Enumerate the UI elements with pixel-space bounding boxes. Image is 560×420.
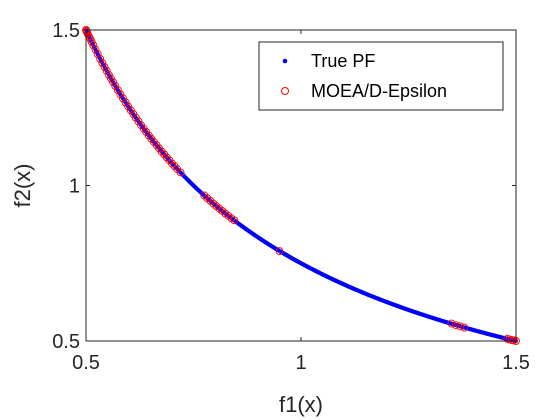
moead-epsilon-point bbox=[230, 216, 239, 225]
moead-epsilon-point bbox=[96, 54, 105, 63]
x-tick-label: 1.5 bbox=[502, 352, 530, 374]
moead-epsilon-point bbox=[116, 90, 125, 99]
moead-epsilon-point bbox=[275, 247, 284, 256]
moead-epsilon-point bbox=[111, 82, 120, 90]
moead-epsilon-point bbox=[162, 153, 171, 162]
moead-epsilon-point bbox=[89, 41, 98, 50]
moead-epsilon-point bbox=[176, 168, 185, 177]
moead-epsilon-point bbox=[456, 322, 465, 331]
legend: True PF MOEA/D-Epsilon bbox=[258, 41, 504, 111]
moead-epsilon-point bbox=[460, 323, 469, 332]
x-axis-label: f1(x) bbox=[279, 392, 323, 417]
moead-epsilon-point bbox=[93, 49, 102, 58]
moead-epsilon-point bbox=[91, 45, 100, 54]
moead-epsilon-point bbox=[102, 66, 111, 75]
moead-epsilon-point bbox=[170, 162, 179, 171]
moead-epsilon-point bbox=[451, 321, 460, 330]
axis-ticks: 0.5 1 1.5 0.5 1 1.5 bbox=[52, 20, 530, 374]
moead-epsilon-point bbox=[157, 147, 166, 156]
moead-epsilon-point bbox=[106, 74, 115, 83]
moead-epsilon-point bbox=[100, 63, 109, 71]
y-tick-label: 1 bbox=[69, 176, 80, 198]
moead-epsilon-point bbox=[447, 319, 456, 328]
moead-epsilon-point bbox=[109, 78, 118, 87]
plot-area bbox=[82, 26, 520, 345]
legend-label-true-pf: True PF bbox=[311, 51, 375, 71]
moead-epsilon-point bbox=[121, 98, 130, 107]
moead-epsilon-point bbox=[98, 59, 107, 67]
y-tick-label: 0.5 bbox=[52, 331, 80, 353]
y-axis-label: f2(x) bbox=[10, 164, 35, 208]
y-tick-label: 1.5 bbox=[52, 20, 80, 42]
moead-epsilon-point bbox=[119, 94, 127, 103]
legend-box bbox=[258, 41, 504, 111]
moead-epsilon-point bbox=[168, 159, 176, 168]
x-tick-label: 0.5 bbox=[72, 352, 100, 374]
legend-marker-moead-epsilon bbox=[281, 87, 289, 95]
moead-epsilon-point bbox=[113, 86, 122, 94]
x-tick-label: 1 bbox=[295, 352, 306, 374]
legend-marker-true-pf bbox=[282, 58, 288, 64]
legend-label-moead-epsilon: MOEA/D-Epsilon bbox=[311, 81, 447, 101]
moead-epsilon-point bbox=[104, 70, 113, 79]
